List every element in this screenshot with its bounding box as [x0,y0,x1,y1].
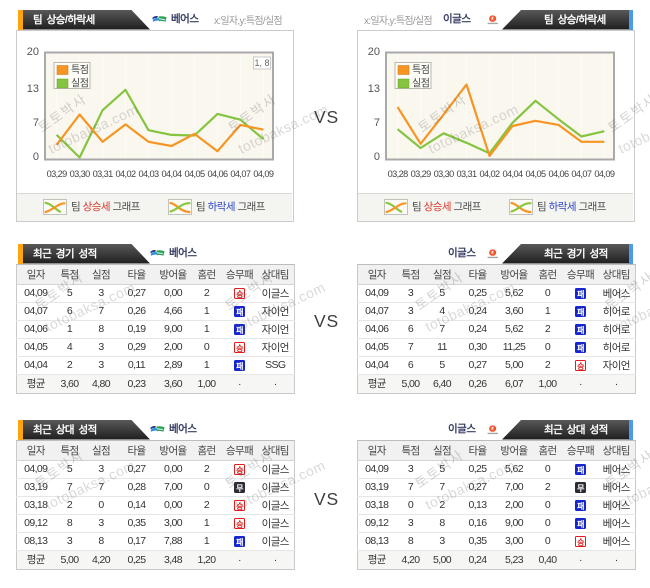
svg-text:04,03: 04,03 [139,169,159,179]
svg-text:0: 0 [374,151,380,163]
svg-text:13: 13 [368,83,380,95]
svg-text:실점: 실점 [71,77,88,89]
svg-text:04,05: 04,05 [526,169,546,179]
svg-text:03,31: 03,31 [457,169,477,179]
svg-text:7: 7 [33,117,39,129]
svg-text:04,07: 04,07 [571,169,591,179]
svg-text:04,09: 04,09 [594,169,614,179]
svg-text:04,04: 04,04 [503,169,523,179]
svg-text:20: 20 [27,46,39,58]
svg-text:04,04: 04,04 [162,169,182,179]
svg-text:04,06: 04,06 [208,169,228,179]
svg-text:03,30: 03,30 [434,169,454,179]
svg-text:03,30: 03,30 [70,169,90,179]
svg-text:20: 20 [368,46,380,58]
svg-text:04,09: 04,09 [253,169,273,179]
svg-text:7: 7 [374,117,380,129]
svg-text:03,31: 03,31 [93,169,113,179]
svg-text:04,06: 04,06 [549,169,569,179]
svg-text:04,02: 04,02 [480,169,500,179]
svg-text:실점: 실점 [412,77,429,89]
svg-text:특점: 특점 [412,64,429,76]
svg-text:03,29: 03,29 [411,169,431,179]
svg-text:04,02: 04,02 [116,169,136,179]
svg-text:03,28: 03,28 [388,169,408,179]
svg-text:특점: 특점 [71,64,88,76]
svg-text:03,29: 03,29 [47,169,67,179]
svg-text:13: 13 [27,83,39,95]
svg-text:04,07: 04,07 [230,169,250,179]
svg-text:1, 8: 1, 8 [254,58,269,68]
svg-text:04,05: 04,05 [185,169,205,179]
svg-text:0: 0 [33,151,39,163]
